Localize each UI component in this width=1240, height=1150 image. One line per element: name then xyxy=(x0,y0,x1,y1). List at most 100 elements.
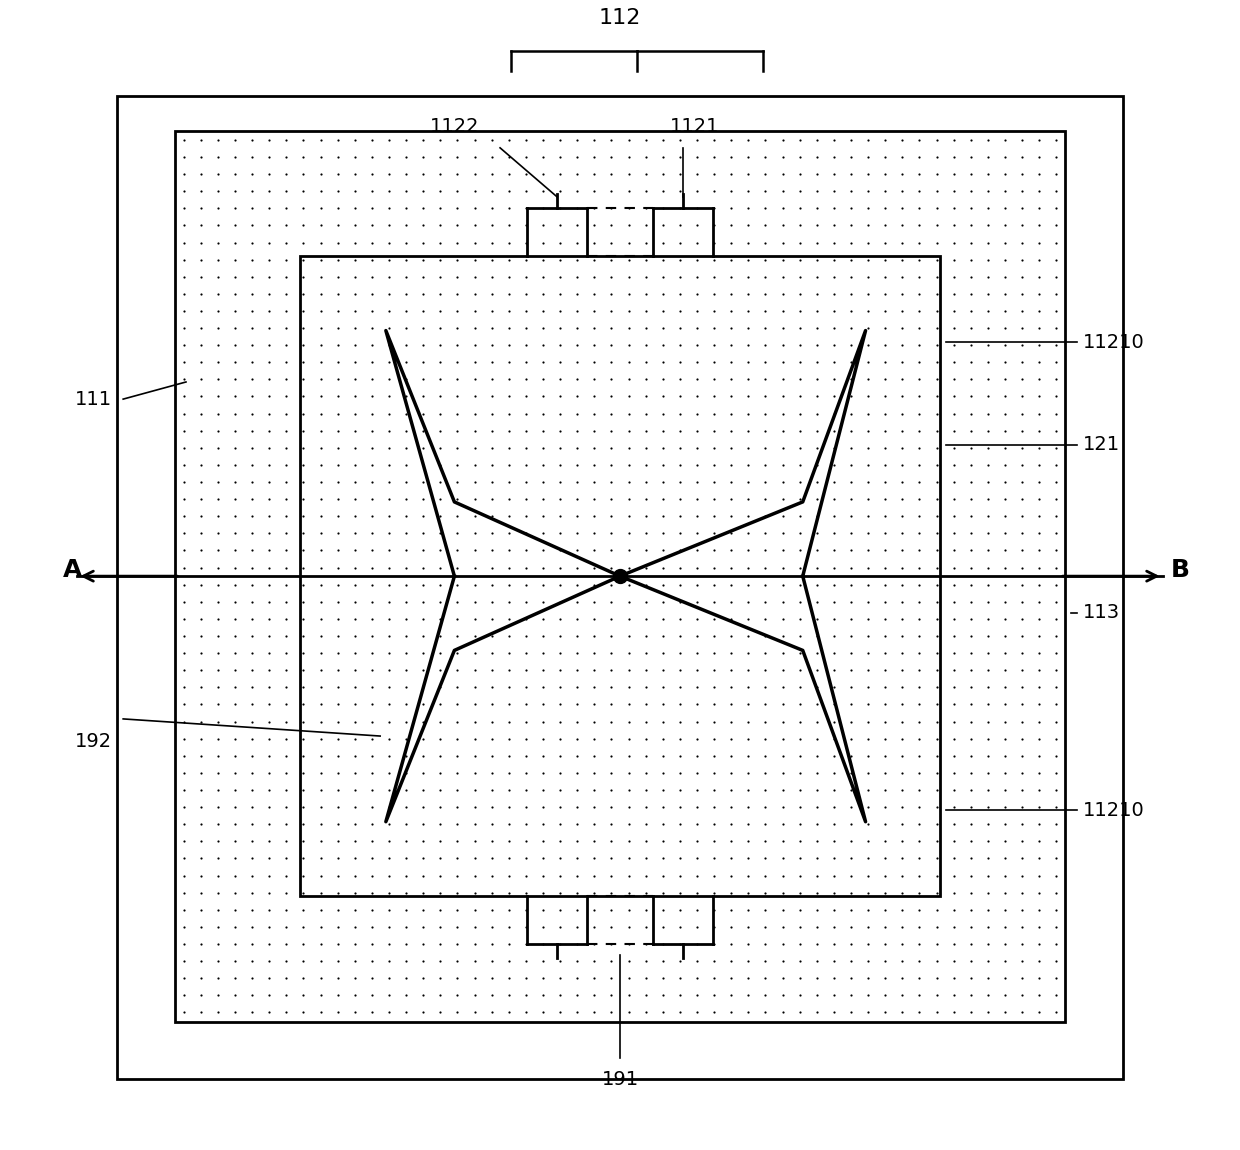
Point xyxy=(294,987,314,1005)
Point xyxy=(773,746,792,765)
Point xyxy=(961,627,981,645)
Point xyxy=(790,438,810,457)
Point xyxy=(636,405,656,423)
Point xyxy=(327,301,347,320)
Point xyxy=(430,559,450,577)
Point xyxy=(242,712,262,730)
Point xyxy=(465,969,485,988)
Point xyxy=(551,781,570,799)
Point xyxy=(670,507,689,526)
Point xyxy=(961,182,981,200)
Point xyxy=(652,233,672,252)
Point xyxy=(465,147,485,166)
Point xyxy=(704,131,724,150)
Point xyxy=(584,455,604,474)
Point xyxy=(790,815,810,834)
Point xyxy=(226,455,246,474)
Point xyxy=(294,798,314,816)
Point xyxy=(242,987,262,1005)
Point xyxy=(978,268,998,286)
Point xyxy=(619,746,639,765)
Point xyxy=(551,182,570,200)
Point xyxy=(601,866,621,884)
Point xyxy=(516,987,536,1005)
Point xyxy=(259,935,279,953)
Point xyxy=(926,490,946,508)
Point xyxy=(909,866,929,884)
Point xyxy=(704,199,724,217)
Point xyxy=(687,696,707,714)
Point xyxy=(1047,918,1066,936)
Point xyxy=(944,900,963,919)
Point xyxy=(670,455,689,474)
Point xyxy=(465,233,485,252)
Point xyxy=(551,285,570,304)
Point xyxy=(738,405,758,423)
Point xyxy=(277,353,296,371)
Point xyxy=(397,661,417,680)
Point xyxy=(994,987,1014,1005)
Point xyxy=(755,233,775,252)
Point xyxy=(858,969,878,988)
Point xyxy=(994,268,1014,286)
Point xyxy=(430,542,450,560)
Point xyxy=(311,131,331,150)
Point xyxy=(516,900,536,919)
Point xyxy=(174,164,193,183)
Point xyxy=(379,627,399,645)
Point xyxy=(652,216,672,235)
Point xyxy=(858,147,878,166)
Point xyxy=(601,935,621,953)
Point xyxy=(277,301,296,320)
Point xyxy=(1029,455,1049,474)
Point xyxy=(448,353,467,371)
Point xyxy=(944,524,963,543)
Point xyxy=(413,336,433,354)
Point xyxy=(738,524,758,543)
Point xyxy=(601,644,621,662)
Point xyxy=(994,866,1014,884)
Point xyxy=(926,866,946,884)
Point xyxy=(961,319,981,337)
Point xyxy=(584,388,604,406)
Point xyxy=(242,405,262,423)
Point xyxy=(1012,542,1032,560)
Point xyxy=(413,952,433,971)
Point xyxy=(875,746,895,765)
Point xyxy=(893,918,913,936)
Point xyxy=(722,712,742,730)
Point xyxy=(823,473,843,491)
Point xyxy=(1012,764,1032,782)
Point xyxy=(277,285,296,304)
Point xyxy=(1047,199,1066,217)
Point xyxy=(584,490,604,508)
Point xyxy=(379,405,399,423)
Point xyxy=(738,490,758,508)
Point xyxy=(1029,712,1049,730)
Point xyxy=(397,644,417,662)
Point xyxy=(858,507,878,526)
Point xyxy=(242,199,262,217)
Point xyxy=(755,438,775,457)
Point xyxy=(841,729,861,748)
Point xyxy=(807,182,827,200)
Point xyxy=(601,199,621,217)
Point xyxy=(191,627,211,645)
Point xyxy=(174,473,193,491)
Point xyxy=(687,524,707,543)
Point xyxy=(807,1003,827,1021)
Point xyxy=(448,301,467,320)
Point xyxy=(294,164,314,183)
Point xyxy=(687,473,707,491)
Point xyxy=(277,696,296,714)
Point xyxy=(670,490,689,508)
Point xyxy=(208,678,228,697)
Point xyxy=(397,918,417,936)
Point xyxy=(875,455,895,474)
Point xyxy=(242,542,262,560)
Point xyxy=(465,131,485,150)
Point xyxy=(944,164,963,183)
Point xyxy=(430,833,450,851)
Point xyxy=(738,592,758,611)
Point xyxy=(516,849,536,867)
